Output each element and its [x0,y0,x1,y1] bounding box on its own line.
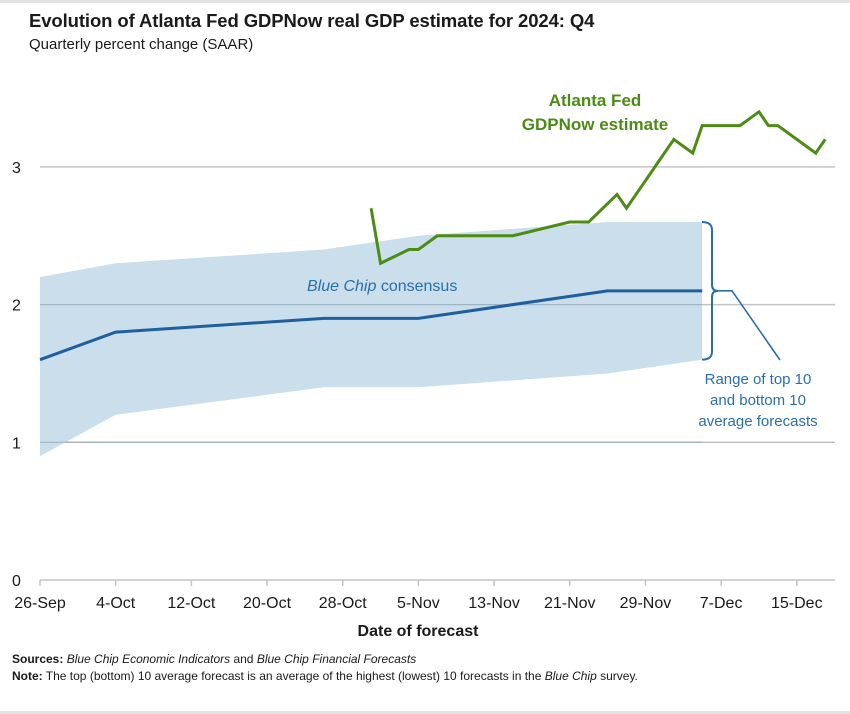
series-lines [39,109,827,362]
note-end: survey. [596,669,638,683]
x-tick-label: 21-Nov [544,595,596,612]
sources-line: Sources: Blue Chip Economic Indicators a… [12,651,812,668]
top-border [0,0,850,3]
y-tick-label: 1 [12,435,21,452]
range-label-line: and bottom 10 [710,392,806,409]
note-label: Note: [12,669,43,683]
blue-chip-line [39,289,703,362]
x-tick-label: 15-Dec [771,595,823,612]
axes: 0 1 2 3 26-Sep 4-Oct 12-Oct 20-Oct 28-Oct 5-Nov 13… [12,160,835,640]
blue-chip-label-italic: Blue Chip [307,278,376,295]
x-tick-label: 4-Oct [96,595,136,612]
x-tick-label: 26-Sep [14,595,66,612]
y-tick-label: 3 [12,160,21,177]
range-leader-line [718,290,781,361]
note-line: Note: The top (bottom) 10 average foreca… [12,668,812,685]
gdpnow-label-line2: GDPNow estimate [522,115,668,134]
range-band [40,221,703,457]
chart-subtitle: Quarterly percent change (SAAR) [29,36,254,53]
sources-and: and [230,652,257,666]
x-axis-title: Date of forecast [358,623,480,640]
gdpnow-label-line1: Atlanta Fed [549,91,642,110]
x-tick-label: 12-Oct [167,595,216,612]
range-band-group [40,221,703,457]
chart-title: Evolution of Atlanta Fed GDPNow real GDP… [29,10,595,31]
y-tick-label: 0 [12,573,21,590]
note-italic: Blue Chip [544,669,597,683]
sources-title-1: Blue Chip Economic Indicators [66,652,231,666]
sources-title-2: Blue Chip Financial Forecasts [256,652,417,666]
x-tick-label: 7-Dec [700,595,743,612]
range-label-line: average forecasts [698,413,817,430]
blue-chip-label: Blue Chip consensus [307,278,457,295]
sources-label: Sources: [12,652,64,666]
range-bracket [701,220,719,361]
x-tick-label: 28-Oct [319,595,368,612]
chart-svg: 0 1 2 3 26-Sep 4-Oct 12-Oct 20-Oct 28-Oct 5-Nov 13… [12,91,835,640]
range-label-line: Range of top 10 [705,371,812,388]
bottom-border [0,711,850,714]
footer-notes: Sources: Blue Chip Economic Indicators a… [12,651,812,685]
x-tick-label: 29-Nov [620,595,672,612]
blue-chip-label-rest: consensus [376,278,457,295]
x-tick-label: 20-Oct [243,595,292,612]
x-tick-label: 13-Nov [468,595,520,612]
x-tick-label: 5-Nov [397,595,440,612]
annotations: Atlanta Fed GDPNow estimate Blue Chip cons… [307,91,818,430]
note-text: The top (bottom) 10 average forecast is … [42,669,545,683]
y-tick-label: 2 [12,298,21,315]
